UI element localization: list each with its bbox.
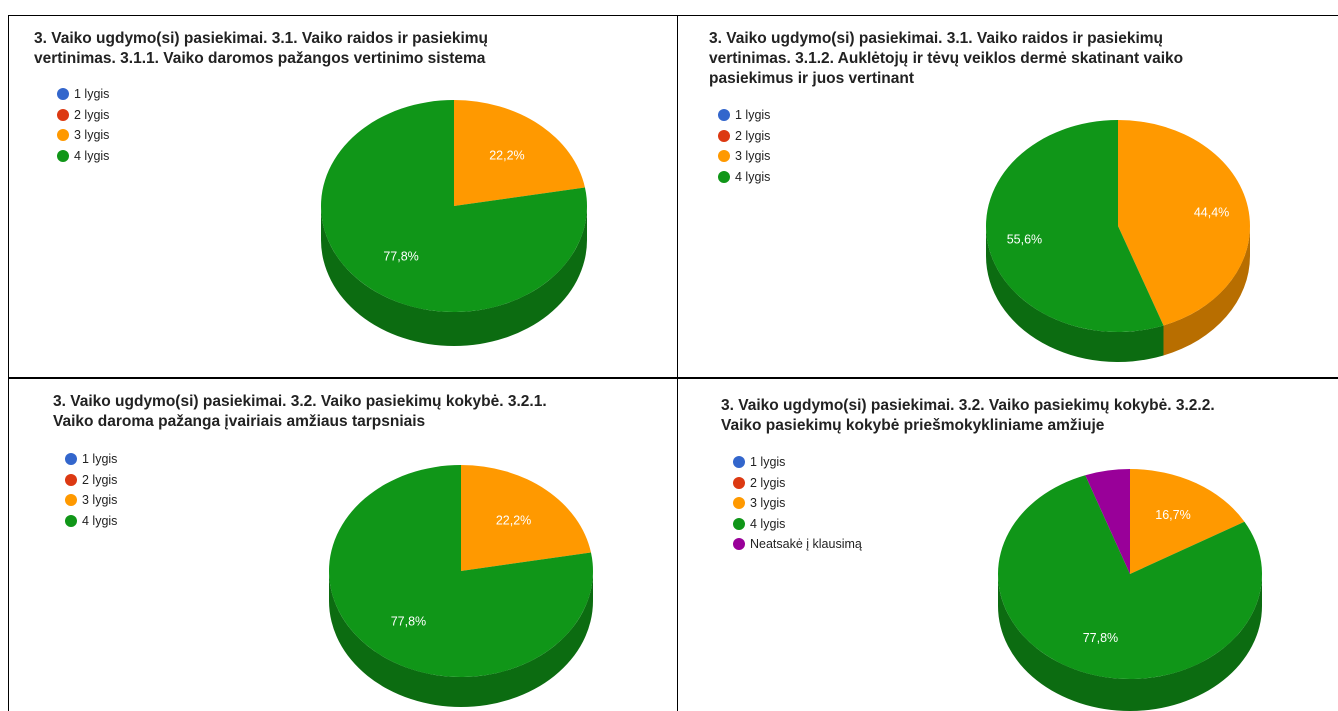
pie-chart-3d: 22,2% 77,8% [321, 100, 587, 346]
legend-label: 1 lygis [82, 452, 118, 467]
grid-left-border [8, 15, 9, 711]
pie-slice [461, 465, 591, 571]
legend-dot-icon [718, 109, 730, 122]
slice-data-label: 77,8% [383, 249, 418, 263]
legend-dot-icon [733, 538, 745, 551]
legend-item: 3 lygis [57, 125, 109, 146]
slice-data-label: 22,2% [496, 514, 531, 528]
legend-dot-icon [718, 129, 730, 142]
legend-label: 2 lygis [750, 475, 786, 490]
legend-label: 3 lygis [735, 149, 771, 164]
legend-label: 1 lygis [750, 455, 786, 470]
legend-dot-icon [733, 497, 745, 510]
legend-dot-icon [733, 476, 745, 489]
pie-slice [1085, 469, 1130, 574]
chart-panel-4: 3. Vaiko ugdymo(si) pasiekimai. 3.2. Vai… [678, 379, 1338, 711]
legend-label: 2 lygis [735, 128, 771, 143]
legend-dot-icon [65, 453, 77, 466]
legend-item: 4 lygis [57, 146, 109, 167]
chart-legend: 1 lygis 2 lygis 3 lygis 4 lygis Neatsakė… [733, 452, 862, 555]
legend-item: 4 lygis [718, 167, 770, 188]
legend-item: 4 lygis [733, 514, 862, 535]
pie-slice [321, 100, 587, 312]
pie-slice-side [1163, 226, 1250, 356]
legend-item: 1 lygis [65, 449, 117, 470]
legend-label: 3 lygis [82, 493, 118, 508]
legend-dot-icon [733, 456, 745, 469]
pie-slice-side [329, 571, 593, 707]
grid-top-border [8, 15, 1338, 16]
legend-dot-icon [57, 129, 69, 142]
grid-middle-border [8, 377, 1338, 379]
pie-slice [329, 465, 593, 677]
pie-chart-3d: 16,7% 77,8% [998, 469, 1262, 711]
pie-slice-side [321, 206, 587, 346]
slice-data-label: 55,6% [1007, 232, 1042, 246]
legend-label: 2 lygis [82, 472, 118, 487]
pie-slice [986, 120, 1164, 332]
legend-label: 4 lygis [735, 169, 771, 184]
pie-slice [998, 475, 1262, 679]
legend-item: 2 lygis [65, 470, 117, 491]
legend-item: 2 lygis [57, 105, 109, 126]
pie-slice-side [986, 226, 1164, 363]
legend-item: 1 lygis [733, 452, 862, 473]
legend-label: 4 lygis [82, 513, 118, 528]
legend-item: 2 lygis [733, 473, 862, 494]
legend-label: 2 lygis [74, 107, 110, 122]
chart-title: 3. Vaiko ugdymo(si) pasiekimai. 3.1. Vai… [34, 30, 488, 67]
pie-slice [454, 100, 585, 206]
legend-dot-icon [57, 149, 69, 162]
slice-data-label: 77,8% [1083, 631, 1118, 645]
chart-panel-1: 3. Vaiko ugdymo(si) pasiekimai. 3.1. Vai… [9, 16, 677, 377]
chart-panel-3: 3. Vaiko ugdymo(si) pasiekimai. 3.2. Vai… [9, 379, 677, 711]
pie-slice [1130, 469, 1245, 574]
legend-item: 4 lygis [65, 511, 117, 532]
pie-slice-side [998, 574, 1262, 711]
legend-dot-icon [718, 150, 730, 163]
legend-dot-icon [65, 473, 77, 486]
chart-title: 3. Vaiko ugdymo(si) pasiekimai. 3.1. Vai… [709, 30, 1184, 87]
slice-data-label: 44,4% [1194, 206, 1229, 220]
slice-data-label: 16,7% [1155, 508, 1190, 522]
slice-data-label: 77,8% [391, 614, 426, 628]
legend-label: 3 lygis [74, 128, 110, 143]
pie-slice [1118, 120, 1250, 326]
legend-dot-icon [733, 517, 745, 530]
legend-item: 3 lygis [65, 490, 117, 511]
legend-item: Neatsakė į klausimą [733, 534, 862, 555]
legend-label: Neatsakė į klausimą [750, 537, 862, 552]
chart-title: 3. Vaiko ugdymo(si) pasiekimai. 3.2. Vai… [53, 393, 547, 430]
legend-dot-icon [65, 514, 77, 527]
legend-label: 3 lygis [750, 496, 786, 511]
slice-data-label: 22,2% [489, 149, 524, 163]
legend-dot-icon [57, 108, 69, 121]
pie-chart-3d: 22,2% 77,8% [329, 465, 593, 707]
legend-item: 1 lygis [57, 84, 109, 105]
legend-label: 1 lygis [735, 108, 771, 123]
chart-title: 3. Vaiko ugdymo(si) pasiekimai. 3.2. Vai… [721, 397, 1215, 434]
chart-legend: 1 lygis 2 lygis 3 lygis 4 lygis [65, 449, 117, 531]
legend-item: 3 lygis [733, 493, 862, 514]
legend-item: 1 lygis [718, 105, 770, 126]
pie-chart-3d: 44,4% 55,6% [986, 120, 1250, 363]
chart-panel-2: 3. Vaiko ugdymo(si) pasiekimai. 3.1. Vai… [678, 16, 1338, 377]
legend-item: 2 lygis [718, 126, 770, 147]
grid-center-divider [677, 15, 678, 711]
legend-label: 4 lygis [750, 516, 786, 531]
legend-label: 4 lygis [74, 148, 110, 163]
legend-item: 3 lygis [718, 146, 770, 167]
legend-dot-icon [57, 88, 69, 101]
legend-label: 1 lygis [74, 87, 110, 102]
chart-legend: 1 lygis 2 lygis 3 lygis 4 lygis [718, 105, 770, 187]
legend-dot-icon [718, 170, 730, 183]
legend-dot-icon [65, 494, 77, 507]
chart-legend: 1 lygis 2 lygis 3 lygis 4 lygis [57, 84, 109, 166]
